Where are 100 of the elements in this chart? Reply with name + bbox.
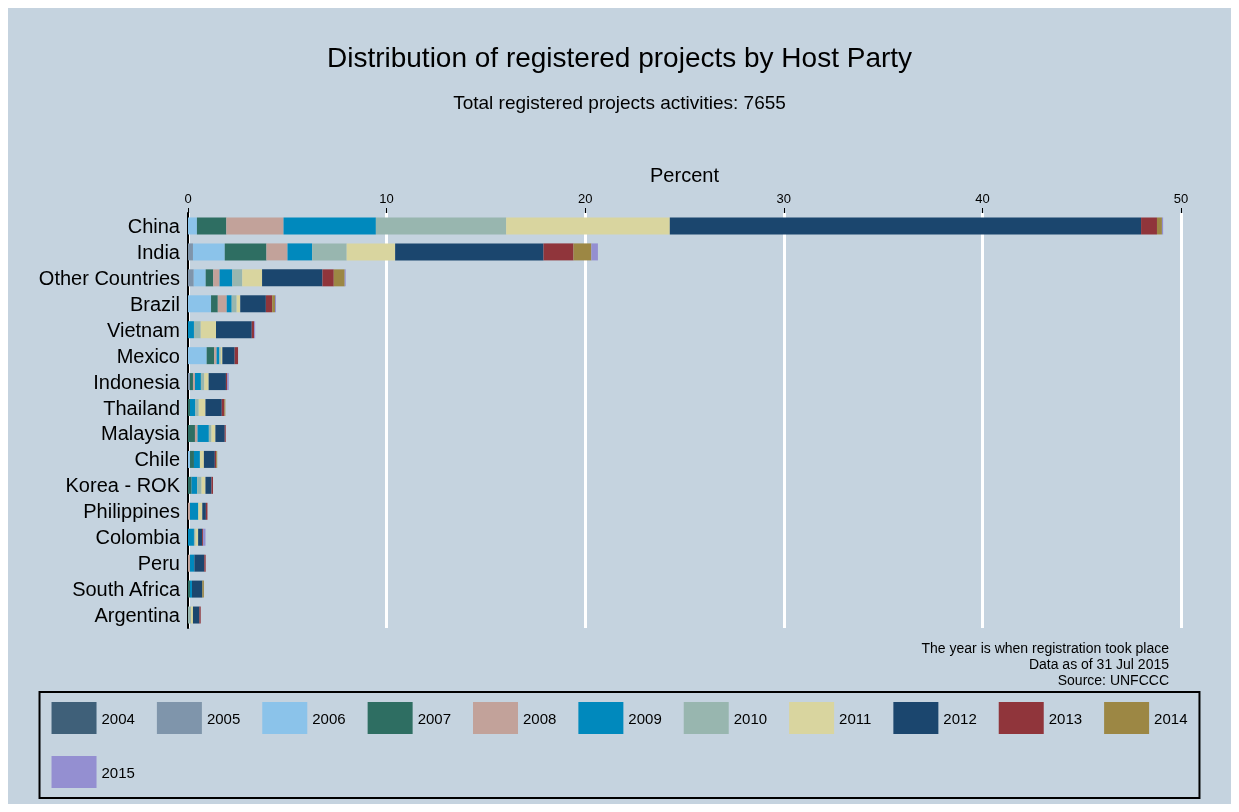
bar	[205, 399, 222, 417]
y-tick-label: India	[136, 240, 181, 263]
bar	[188, 321, 194, 339]
bar	[283, 217, 376, 235]
bar	[543, 243, 574, 261]
x-tick-label: 20	[577, 191, 593, 206]
y-tick-label: Peru	[137, 552, 180, 575]
y-tick-label: Colombia	[95, 526, 181, 549]
legend-label: 2013	[1048, 709, 1083, 727]
legend-label: 2014	[1154, 709, 1188, 727]
bar	[215, 424, 225, 442]
bar	[232, 269, 243, 287]
bar	[213, 269, 220, 287]
bar	[222, 347, 235, 365]
bar	[196, 217, 227, 235]
bar	[197, 424, 209, 442]
bar	[189, 502, 199, 520]
bar	[197, 476, 202, 494]
legend-label: 2004	[101, 709, 135, 727]
bar	[266, 243, 288, 261]
bar	[189, 450, 194, 468]
y-tick-label: Thailand	[103, 396, 180, 419]
bar	[188, 269, 194, 287]
bar	[591, 243, 598, 261]
bar	[506, 217, 670, 235]
text: The year is when registration took place	[921, 640, 1170, 656]
source-note: Source: UNFCCC	[1057, 672, 1169, 688]
y-tick-label: China	[127, 214, 181, 237]
bar	[200, 321, 216, 339]
bar	[211, 295, 218, 313]
bar	[188, 243, 193, 261]
bar	[193, 321, 201, 339]
y-tick-label: Indonesia	[93, 370, 181, 393]
y-tick-label: Brazil	[129, 292, 180, 315]
bar	[242, 269, 263, 287]
bar	[219, 269, 233, 287]
y-tick-label: Malaysia	[101, 422, 181, 445]
bar	[226, 217, 284, 235]
bar	[312, 243, 347, 261]
bar	[189, 554, 195, 572]
legend-label: 2012	[943, 709, 977, 727]
text: Data as of 31 Jul 2015	[1028, 656, 1170, 672]
bar	[322, 269, 334, 287]
legend-label: 2010	[733, 709, 768, 727]
bar	[198, 502, 203, 520]
legend-label: 2008	[523, 709, 557, 727]
bar	[206, 347, 215, 365]
bar	[194, 554, 205, 572]
bar	[199, 450, 204, 468]
bar	[191, 580, 203, 598]
bar	[375, 217, 507, 235]
y-tick-label: Vietnam	[106, 318, 180, 341]
bar	[231, 295, 237, 313]
bar	[204, 373, 209, 391]
y-tick-label: South Africa	[72, 578, 181, 601]
y-tick-label: Other Countries	[38, 266, 180, 289]
bar	[226, 295, 232, 313]
bar	[194, 424, 198, 442]
bar	[195, 399, 199, 417]
bar	[194, 373, 201, 391]
y-tick-label: Chile	[134, 448, 180, 471]
legend-label: 2009	[628, 709, 662, 727]
bar	[198, 528, 203, 546]
y-tick-label: Korea - ROK	[65, 474, 181, 497]
bar	[193, 269, 206, 287]
legend-label: 2007	[417, 709, 452, 727]
bar	[188, 347, 207, 365]
bar	[217, 295, 227, 313]
bar	[188, 476, 192, 494]
chart-subtitle: Total registered projects activities: 7655	[453, 92, 786, 113]
x-axis-title: Percent	[650, 164, 720, 186]
legend-label: 2006	[312, 709, 346, 727]
x-tick-label: 40	[975, 191, 990, 206]
bar	[669, 217, 1142, 235]
chart-title: Distribution of registered projects by Host Party	[326, 41, 913, 73]
bar	[346, 243, 396, 261]
x-tick-label: 30	[776, 191, 792, 206]
bar	[188, 528, 194, 546]
bar	[192, 606, 200, 624]
bar	[224, 243, 267, 261]
bar	[188, 217, 197, 235]
legend-label: 2011	[839, 709, 872, 727]
bar	[208, 373, 226, 391]
bar	[216, 321, 252, 339]
y-tick-label: Mexico	[116, 344, 180, 367]
bar	[188, 295, 212, 313]
bar	[333, 269, 345, 287]
bar	[262, 269, 323, 287]
x-tick-label: 50	[1173, 191, 1189, 206]
bar	[395, 243, 544, 261]
bar	[192, 243, 225, 261]
bar	[205, 476, 212, 494]
bar	[211, 424, 216, 442]
y-tick-label: Philippines	[83, 500, 180, 523]
bar	[573, 243, 592, 261]
bar	[188, 424, 195, 442]
bar	[189, 399, 196, 417]
y-tick-label: Argentina	[94, 604, 181, 627]
bar	[193, 450, 200, 468]
legend-label: 2005	[206, 709, 241, 727]
